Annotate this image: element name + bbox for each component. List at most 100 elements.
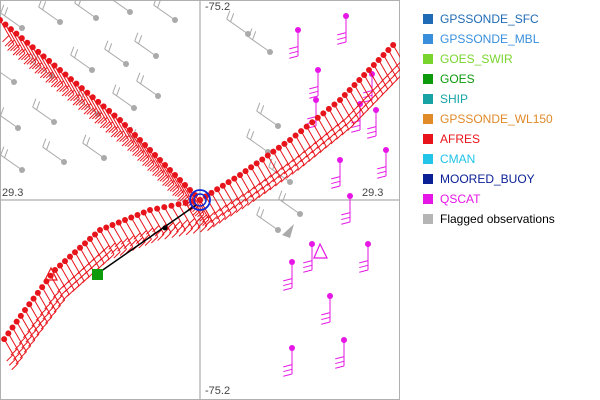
afres-track-barb-sw [154,205,172,240]
legend-label-qscat: QSCAT [440,192,481,206]
afres-track-barb-sw [13,318,32,353]
flagged-wind-barb [112,84,137,111]
bottom-longitude-label: -75.2 [205,385,231,397]
legend-label-cman: CMAN [440,152,476,166]
legend-item-qscat[interactable]: QSCAT [423,189,598,209]
qscat-wind-barb [335,337,347,369]
legend-item-goes-swir[interactable]: GOES_SWIR [423,49,598,69]
afres-track-barb-nw [127,127,145,161]
legend-label-gpssonde-wl150: GPSSONDE_WL150 [440,112,553,126]
track-segment [96,204,197,275]
qscat-wind-barb [321,293,333,325]
afres-track-barb-nw [35,48,53,83]
legend-item-afres[interactable]: AFRES [423,129,598,149]
track-segment-dot [162,225,168,231]
legend-swatch-cman [423,154,433,164]
afres-track-barb-ne [231,175,249,210]
afres-track-barb-ne [314,114,333,149]
qscat-wind-barb [283,345,295,377]
afres-track-barb-ne [219,182,238,217]
legend-label-moored-buoy: MOORED_BUOY [440,172,535,186]
afres-track-barb-sw [134,212,152,246]
legend-item-gpssonde-mbl[interactable]: GPSSONDE_MBL [423,29,598,49]
flagged-wind-barb [111,0,133,15]
qscat-wind-barb [303,241,315,273]
legend-label-gpssonde-sfc: GPSSONDE_SFC [440,12,539,26]
flagged-wind-barb [0,104,21,131]
afres-track-barb-ne [390,42,400,72]
afres-track-barb-ne [270,148,288,183]
observation-map-canvas[interactable] [0,0,400,400]
afres-track-barb-sw [82,240,100,275]
afres-track-barb-nw [106,107,124,142]
flagged-wind-barb [82,134,107,161]
flagged-wind-barb [153,0,178,23]
top-longitude-label: -75.2 [205,1,231,13]
flagged-wind-barb [248,28,273,55]
flagged-wind-barb [226,10,251,37]
legend-label-goes: GOES [440,72,475,86]
afres-track-barb-ne [375,57,394,91]
flagged-wind-barb [104,40,129,67]
flagged-wind-barb [42,138,67,165]
afres-track-barb-sw [128,214,146,249]
qscat-wind-barb [359,241,371,273]
legend-swatch-goes-swir [423,54,433,64]
afres-track-barb-sw [115,219,134,254]
legend-item-flagged[interactable]: Flagged observations [423,209,598,229]
afres-track-barb-ne [264,152,283,187]
flagged-wind-barb [136,72,161,99]
legend-item-cman[interactable]: CMAN [423,149,598,169]
afres-track-barb-sw [5,330,23,365]
flagged-wind-barb [0,146,25,173]
legend-item-gpssonde-wl150[interactable]: GPSSONDE_WL150 [423,109,598,129]
afres-triangle-marker [44,266,58,281]
qscat-wind-barb [367,107,379,139]
qscat-wind-barb [289,27,301,59]
afres-track-barb-nw [192,192,210,226]
storm-center-ring-outer [189,189,211,211]
left-latitude-label: 29.3 [2,187,24,199]
legend-swatch-moored-buoy [423,174,433,184]
afres-track-barb-sw [34,289,53,324]
afres-track-barb-ne [225,179,244,214]
legend-swatch-ship [423,94,433,104]
right-latitude-label: 29.3 [362,187,384,199]
goes-observation-marker [92,269,103,280]
legend-item-gpssonde-sfc[interactable]: GPSSONDE_SFC [423,9,598,29]
afres-track-barb-sw [103,224,121,259]
qscat-wind-barb [331,157,343,189]
flagged-wind-barb [278,190,303,217]
afres-track-barb-nw [7,26,26,60]
afres-track-barb-ne [259,156,277,191]
legend-label-afres: AFRES [440,132,481,146]
legend-item-goes[interactable]: GOES [423,69,598,89]
flagged-wind-barb [38,0,63,25]
flagged-arrow-marker [282,224,294,238]
storm-center-dot [197,197,203,203]
afres-track-barb-nw [24,39,42,74]
afres-track-barb-sw [47,272,66,307]
qscat-wind-barb [341,193,353,225]
legend-label-gpssonde-mbl: GPSSONDE_MBL [440,32,540,46]
legend-item-ship[interactable]: SHIP [423,89,598,109]
legend-item-moored-buoy[interactable]: MOORED_BUOY [423,169,598,189]
storm-center-ring-inner [193,193,207,207]
flagged-wind-barb [256,102,281,129]
afres-track-barb-nw [73,80,91,115]
legend-swatch-qscat [423,194,433,204]
legend-swatch-flagged [423,214,433,224]
afres-track-barb-nw [13,30,31,65]
afres-track-barb-sw [30,295,49,330]
flagged-wind-barb [70,46,95,73]
afres-track-barb-sw [52,267,70,301]
afres-track-barb-nw [62,71,80,106]
afres-track-barb-nw [46,57,64,92]
legend-label-goes-swir: GOES_SWIR [440,52,513,66]
flagged-wind-barb [134,32,159,59]
legend-label-flagged: Flagged observations [440,212,555,226]
afres-track-barb-nw [95,98,113,133]
observation-map[interactable] [0,0,400,400]
flagged-wind-barb [246,128,271,155]
